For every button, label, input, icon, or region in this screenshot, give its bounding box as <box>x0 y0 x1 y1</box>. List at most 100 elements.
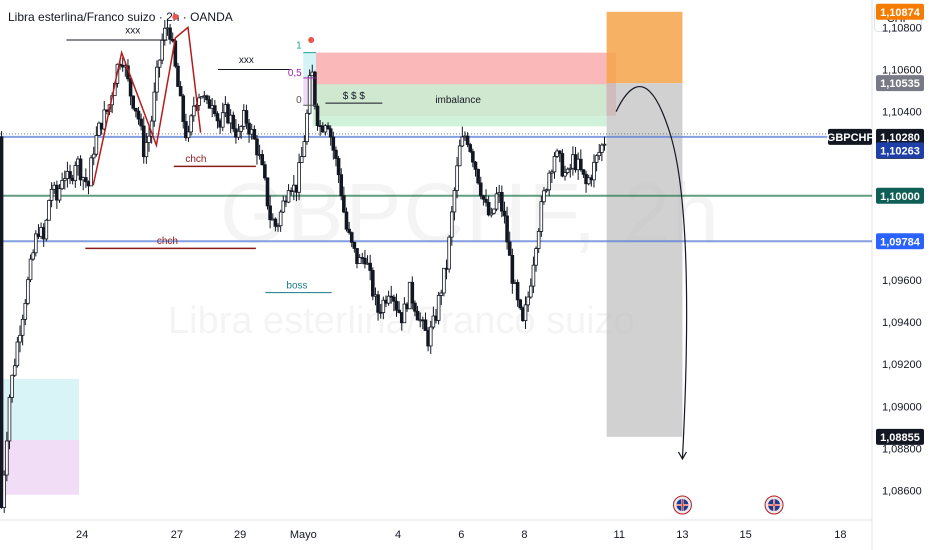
candle-body <box>244 110 249 124</box>
x-axis-tick-label: 11 <box>614 529 625 541</box>
y-axis-tick-label: 1,10600 <box>882 64 922 76</box>
candle-body <box>62 178 67 181</box>
y-axis-tick-label: 1,10400 <box>882 107 922 119</box>
candle-body <box>528 285 533 298</box>
annotation-xxx-1: xxx <box>125 26 140 37</box>
candle-body <box>178 86 183 97</box>
candle-body <box>600 144 604 153</box>
candle-body <box>334 149 338 159</box>
candle-body <box>494 193 499 210</box>
fib-label-1: 1 <box>296 40 302 51</box>
candle-body <box>368 262 372 271</box>
candle-body <box>102 109 107 130</box>
short-stop-zone[interactable] <box>606 11 683 84</box>
candle-body <box>0 136 4 508</box>
candle-body <box>315 105 320 126</box>
candle-body <box>189 115 193 133</box>
candle-body <box>273 218 278 227</box>
candle-body <box>586 177 591 185</box>
candle-body <box>347 228 351 233</box>
y-axis-tick-label: 1,09200 <box>882 359 922 371</box>
candle-body <box>336 158 341 176</box>
price-label-text: 1,10280 <box>880 132 920 144</box>
candle-body <box>313 71 317 107</box>
price-label-badge <box>876 3 924 20</box>
candle-body <box>594 155 599 163</box>
annotation-boss: boss <box>286 280 307 291</box>
projection-arrow[interactable] <box>615 86 688 459</box>
candle-body <box>357 257 362 264</box>
candle-body <box>68 171 72 179</box>
candle-body <box>447 236 451 270</box>
candle-body <box>515 282 520 301</box>
candle-body <box>28 258 33 281</box>
annotation-xxx-2: xxx <box>239 55 254 66</box>
candle-body <box>552 156 557 173</box>
candle-body <box>452 190 457 213</box>
price-label-badge <box>876 187 924 204</box>
candle-body <box>455 165 459 191</box>
candle-body <box>207 99 212 109</box>
price-label-badge <box>876 428 924 445</box>
candle-body <box>565 168 570 173</box>
candle-body <box>468 144 473 152</box>
candle-body <box>500 192 504 212</box>
candle-body <box>568 167 573 170</box>
candle-body <box>57 188 62 201</box>
price-label-text: GBPCHF <box>827 132 874 144</box>
candle-body <box>255 138 259 156</box>
annotation-chch-2: chch <box>157 236 178 247</box>
candle-body <box>49 188 54 201</box>
candle-body <box>581 169 586 175</box>
candle-body <box>502 210 507 217</box>
candle-body <box>344 211 349 230</box>
y-axis-tick-label: 1,09600 <box>882 275 922 287</box>
candle-body <box>371 270 375 297</box>
candle-body <box>199 96 204 99</box>
candle-body <box>152 91 157 122</box>
price-label-text: 1,10000 <box>880 191 920 203</box>
candle-body <box>526 296 530 306</box>
candle-body <box>478 182 483 197</box>
candle-body <box>423 319 428 331</box>
high-marker-dot <box>308 37 315 43</box>
price-label-badge <box>876 128 924 145</box>
zigzag-structure-line[interactable] <box>92 25 202 186</box>
candle-body <box>465 135 470 145</box>
short-target-zone[interactable] <box>606 83 683 437</box>
candle-body <box>84 177 88 183</box>
candle-body <box>141 125 146 158</box>
candle-body <box>460 136 465 147</box>
candle-body <box>326 125 330 130</box>
candle-body <box>392 296 396 302</box>
candle-body <box>536 231 541 249</box>
imbalance-zone[interactable] <box>312 84 607 127</box>
annotation-chch-1: chch <box>185 154 206 165</box>
candle-body <box>489 212 494 216</box>
candle-body <box>168 27 172 40</box>
candle-body <box>26 279 30 304</box>
candle-body <box>542 190 546 203</box>
candle-body <box>431 315 436 328</box>
candle-body <box>276 225 280 228</box>
candle-body <box>94 135 99 155</box>
candle-body <box>471 151 475 163</box>
fib-top-zone[interactable] <box>303 52 316 78</box>
candle-body <box>128 78 133 97</box>
price-label-text: 1,10263 <box>880 145 920 157</box>
annotation-imbalance: imbalance <box>435 95 481 106</box>
candle-body <box>302 141 307 157</box>
candle-body <box>402 303 407 324</box>
candle-body <box>381 299 386 313</box>
candle-body <box>492 208 496 214</box>
candle-body <box>73 165 78 181</box>
candle-body <box>539 201 544 232</box>
candle-body <box>507 241 512 256</box>
fib-label-05: 0,5 <box>288 68 302 79</box>
purple-demand-zone[interactable] <box>0 440 79 495</box>
candle-body <box>278 211 283 227</box>
candle-body <box>410 281 415 304</box>
candle-body <box>534 248 538 266</box>
candle-body <box>220 112 225 128</box>
